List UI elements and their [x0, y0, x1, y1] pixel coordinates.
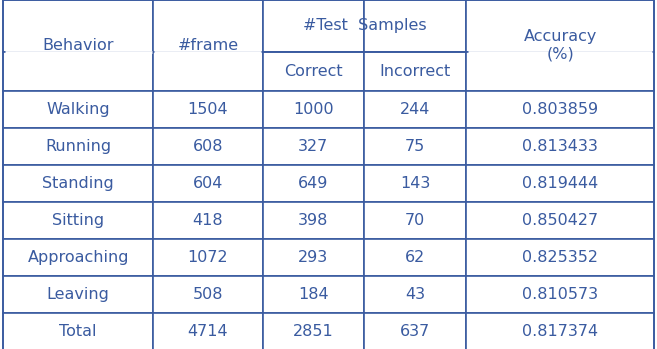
Bar	[153, 52, 263, 91]
Bar	[263, 52, 364, 91]
Text: 608: 608	[193, 139, 223, 154]
Bar	[153, 128, 263, 165]
Bar	[466, 128, 654, 165]
Text: #Test  Samples: #Test Samples	[303, 18, 426, 33]
Bar	[153, 239, 263, 276]
Bar	[3, 91, 153, 128]
Text: 184: 184	[298, 287, 328, 302]
Text: 244: 244	[400, 102, 430, 117]
Text: 1504: 1504	[188, 102, 228, 117]
Bar	[364, 0, 466, 52]
Bar	[153, 276, 263, 313]
Bar	[263, 128, 364, 165]
Bar	[3, 202, 153, 239]
Text: Total: Total	[59, 324, 97, 339]
Text: 70: 70	[405, 213, 425, 228]
Bar	[466, 276, 654, 313]
Bar	[3, 165, 153, 202]
Text: 0.803859: 0.803859	[522, 102, 598, 117]
Bar	[3, 52, 153, 91]
Text: 637: 637	[400, 324, 430, 339]
Text: 649: 649	[298, 176, 328, 191]
Text: 418: 418	[193, 213, 223, 228]
Bar	[3, 313, 153, 349]
Bar	[153, 165, 263, 202]
Bar	[466, 202, 654, 239]
Bar	[466, 239, 654, 276]
Text: 75: 75	[405, 139, 425, 154]
Bar	[263, 276, 364, 313]
Text: #frame: #frame	[177, 38, 238, 53]
Text: 4714: 4714	[188, 324, 228, 339]
Bar	[466, 0, 654, 52]
Bar	[466, 91, 654, 128]
Text: Correct: Correct	[284, 64, 343, 79]
Bar	[364, 91, 466, 128]
Text: 2851: 2851	[293, 324, 334, 339]
Text: Leaving: Leaving	[47, 287, 110, 302]
Text: Accuracy
(%): Accuracy (%)	[524, 29, 597, 62]
Bar	[364, 128, 466, 165]
Text: Sitting: Sitting	[52, 213, 104, 228]
Bar	[263, 239, 364, 276]
Text: 327: 327	[298, 139, 328, 154]
Bar	[364, 165, 466, 202]
Bar	[364, 276, 466, 313]
Bar	[364, 52, 466, 91]
Text: Running: Running	[45, 139, 111, 154]
Text: 398: 398	[298, 213, 328, 228]
Bar	[466, 165, 654, 202]
Text: 293: 293	[298, 250, 328, 265]
Bar	[3, 239, 153, 276]
Text: 508: 508	[193, 287, 223, 302]
Text: 1000: 1000	[293, 102, 334, 117]
Text: 0.810573: 0.810573	[522, 287, 598, 302]
Bar	[3, 0, 153, 52]
Bar	[3, 128, 153, 165]
Bar	[364, 313, 466, 349]
Text: 143: 143	[400, 176, 430, 191]
Text: 0.825352: 0.825352	[522, 250, 598, 265]
Text: 0.813433: 0.813433	[522, 139, 598, 154]
Bar	[263, 313, 364, 349]
Text: Behavior: Behavior	[43, 38, 114, 53]
Text: 0.819444: 0.819444	[522, 176, 599, 191]
Text: 604: 604	[193, 176, 223, 191]
Text: Walking: Walking	[47, 102, 110, 117]
Bar	[466, 313, 654, 349]
Text: 0.850427: 0.850427	[522, 213, 598, 228]
Bar	[263, 0, 364, 52]
Bar	[153, 313, 263, 349]
Text: 0.817374: 0.817374	[522, 324, 598, 339]
Text: Incorrect: Incorrect	[380, 64, 451, 79]
Bar	[263, 91, 364, 128]
Bar	[263, 202, 364, 239]
Text: Standing: Standing	[42, 176, 114, 191]
Bar	[364, 202, 466, 239]
Bar	[263, 165, 364, 202]
Bar	[153, 0, 263, 52]
Bar	[3, 276, 153, 313]
Text: 62: 62	[405, 250, 425, 265]
Text: 1072: 1072	[188, 250, 228, 265]
Text: Approaching: Approaching	[28, 250, 129, 265]
Bar	[153, 91, 263, 128]
Bar	[364, 239, 466, 276]
Bar	[466, 52, 654, 91]
Text: 43: 43	[405, 287, 425, 302]
Bar	[153, 202, 263, 239]
